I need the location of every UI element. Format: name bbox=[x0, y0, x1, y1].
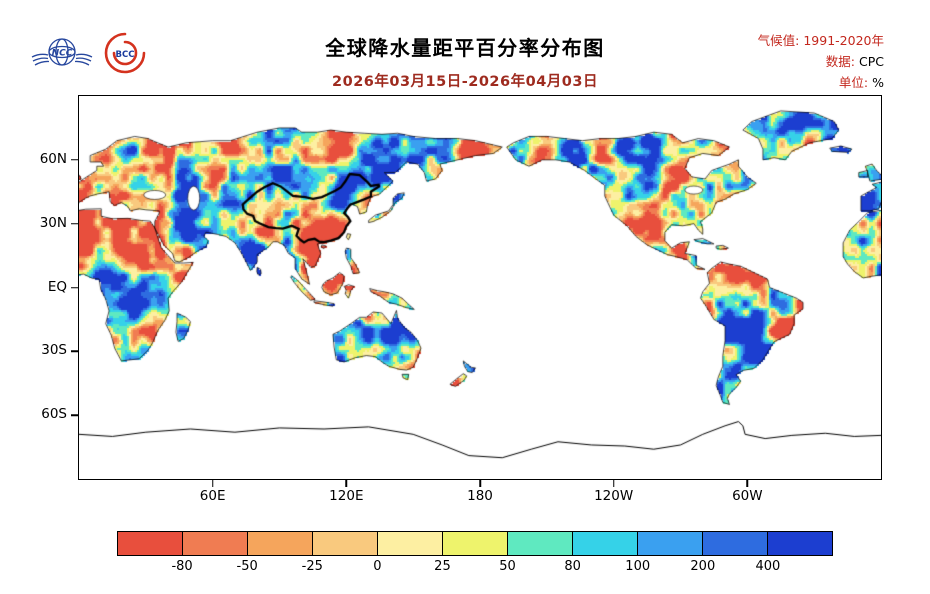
lat-label-eq: EQ bbox=[47, 278, 67, 295]
logos: NCC BCC bbox=[30, 30, 148, 76]
lon-label-60w: 60W bbox=[732, 488, 763, 504]
climate-baseline-label: 气候值: bbox=[757, 33, 800, 48]
data-source-value: CPC bbox=[859, 54, 884, 69]
colorbar-segment-9 bbox=[702, 532, 767, 555]
ncc-logo: NCC bbox=[31, 38, 93, 66]
lat-tick bbox=[71, 159, 78, 161]
colorbar-segment-3 bbox=[312, 532, 377, 555]
colorbar-segment-1 bbox=[182, 532, 247, 555]
colorbar-tick-100: 100 bbox=[625, 559, 651, 574]
lat-label-30s: 30S bbox=[41, 342, 67, 359]
colorbar-segment-7 bbox=[572, 532, 637, 555]
map-title: 全球降水量距平百分率分布图 bbox=[325, 36, 605, 60]
lon-tick bbox=[211, 480, 214, 487]
date-range: 2026年03月15日-2026年04月03日 bbox=[332, 74, 598, 90]
colorbar-segments bbox=[117, 531, 833, 556]
data-source-row: 数据: CPC bbox=[758, 51, 884, 72]
colorbar-tick-0: 0 bbox=[373, 559, 382, 574]
colorbar-segment-8 bbox=[637, 532, 702, 555]
colorbar-tick--80: -80 bbox=[171, 559, 193, 574]
ncc-logo-text: NCC bbox=[52, 49, 73, 59]
data-source-label: 数据: bbox=[825, 54, 855, 69]
bcc-logo: BCC bbox=[104, 32, 146, 74]
lon-label-180: 180 bbox=[467, 488, 493, 504]
colorbar-tick-80: 80 bbox=[564, 559, 581, 574]
title-block: 全球降水量距平百分率分布图 2026年03月15日-2026年04月03日 bbox=[0, 32, 930, 91]
lat-tick bbox=[71, 414, 78, 416]
lat-label-60s: 60S bbox=[41, 406, 67, 423]
colorbar-tick-25: 25 bbox=[434, 559, 451, 574]
climate-baseline-row: 气候值: 1991-2020年 bbox=[758, 30, 884, 51]
lon-tick bbox=[345, 480, 348, 487]
colorbar-segment-6 bbox=[507, 532, 572, 555]
colorbar-tick-50: 50 bbox=[499, 559, 516, 574]
lon-label-60e: 60E bbox=[199, 488, 226, 504]
unit-row: 单位:% bbox=[758, 72, 884, 93]
map-frame: 60N 30N EQ 30S 60S 60E 120E 180 120W 60W bbox=[40, 95, 882, 504]
unit-label: 单位: bbox=[838, 75, 869, 90]
lon-tick bbox=[612, 480, 615, 487]
colorbar-segment-4 bbox=[377, 532, 442, 555]
lon-tick bbox=[479, 480, 481, 487]
lon-label-120e: 120E bbox=[329, 488, 364, 504]
colorbar-tick--25: -25 bbox=[301, 559, 323, 574]
colorbar: -80 -50 -25 0 25 50 80 100 200 400 bbox=[117, 531, 833, 577]
lat-label-30n: 30N bbox=[39, 214, 67, 231]
colorbar-tick-labels: -80 -50 -25 0 25 50 80 100 200 400 bbox=[117, 559, 833, 577]
colorbar-tick-200: 200 bbox=[690, 559, 716, 574]
lat-tick bbox=[71, 286, 78, 289]
climate-baseline-value: 1991-2020年 bbox=[803, 33, 884, 48]
lon-label-120w: 120W bbox=[594, 488, 634, 504]
colorbar-segment-5 bbox=[442, 532, 507, 555]
lon-tick bbox=[746, 480, 749, 487]
colorbar-segment-0 bbox=[118, 532, 182, 555]
lat-label-60n: 60N bbox=[39, 151, 67, 168]
bcc-logo-text: BCC bbox=[116, 50, 135, 60]
lat-tick bbox=[71, 350, 78, 353]
lat-tick bbox=[71, 222, 78, 225]
colorbar-segment-10 bbox=[767, 532, 832, 555]
colorbar-segment-2 bbox=[247, 532, 312, 555]
unit-value: % bbox=[872, 75, 884, 90]
meta-block: 气候值: 1991-2020年 数据: CPC 单位:% bbox=[758, 30, 884, 93]
colorbar-tick--50: -50 bbox=[236, 559, 258, 574]
world-precipitation-anomaly-map bbox=[79, 96, 881, 479]
colorbar-tick-400: 400 bbox=[755, 559, 781, 574]
